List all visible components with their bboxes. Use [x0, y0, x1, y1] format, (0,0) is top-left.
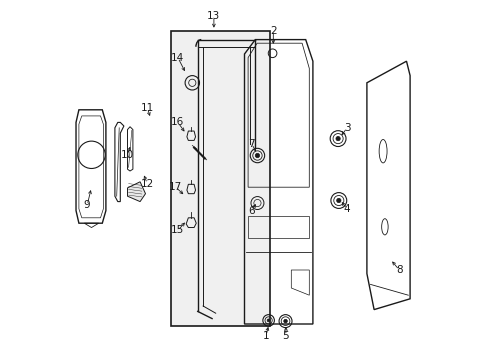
- Circle shape: [335, 136, 340, 141]
- Polygon shape: [127, 182, 145, 202]
- Circle shape: [336, 198, 340, 203]
- Circle shape: [255, 153, 259, 158]
- Bar: [170, 31, 269, 326]
- Text: 16: 16: [171, 117, 184, 127]
- Text: 17: 17: [169, 182, 182, 192]
- Text: 1: 1: [262, 330, 269, 341]
- Text: 3: 3: [343, 123, 350, 133]
- Circle shape: [283, 319, 287, 323]
- Text: 5: 5: [282, 330, 288, 341]
- Text: 9: 9: [84, 200, 90, 210]
- Text: 15: 15: [171, 225, 184, 235]
- Text: 7: 7: [248, 139, 254, 149]
- Text: 8: 8: [395, 265, 402, 275]
- Text: 13: 13: [207, 11, 220, 21]
- Text: 10: 10: [121, 150, 134, 160]
- Text: 6: 6: [248, 206, 254, 216]
- Text: 12: 12: [141, 179, 154, 189]
- Text: 4: 4: [343, 204, 350, 214]
- Text: 14: 14: [171, 53, 184, 63]
- Text: 11: 11: [141, 103, 154, 113]
- Text: 2: 2: [269, 26, 276, 36]
- Circle shape: [266, 319, 269, 322]
